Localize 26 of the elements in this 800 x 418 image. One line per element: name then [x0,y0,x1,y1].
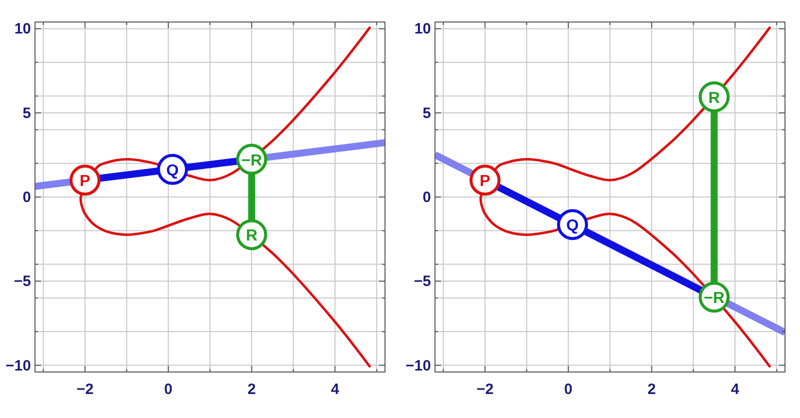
y-tick-label: −10 [6,357,31,374]
annotation: −R [704,290,726,308]
y-tick-label: 10 [414,20,431,38]
x-tick-label: 0 [564,381,573,398]
x-tick-label: 0 [164,381,173,398]
y-tick-label: 5 [22,104,31,122]
y-tick-label: −5 [414,273,431,290]
annotation: Q [166,162,179,180]
y-tick-label: 10 [14,20,31,38]
annotation: R [708,90,720,107]
x-tick-label: 2 [247,381,256,398]
annotation: Q [566,218,579,235]
y-tick-label: 5 [422,104,431,122]
x-tick-label: −2 [476,381,494,398]
annotation: R [246,228,258,245]
x-tick-label: −2 [76,381,94,398]
annotation: P [80,173,91,190]
y-tick-label: −5 [14,273,31,290]
annotation: P [480,173,491,190]
y-tick-label: 0 [22,189,31,206]
y-tick-label: 0 [422,189,431,206]
x-tick-label: 2 [647,381,656,398]
y-tick-label: −10 [406,357,431,374]
x-tick-label: 4 [330,381,340,398]
annotation: −R [241,152,263,170]
x-tick-label: 4 [730,381,740,398]
